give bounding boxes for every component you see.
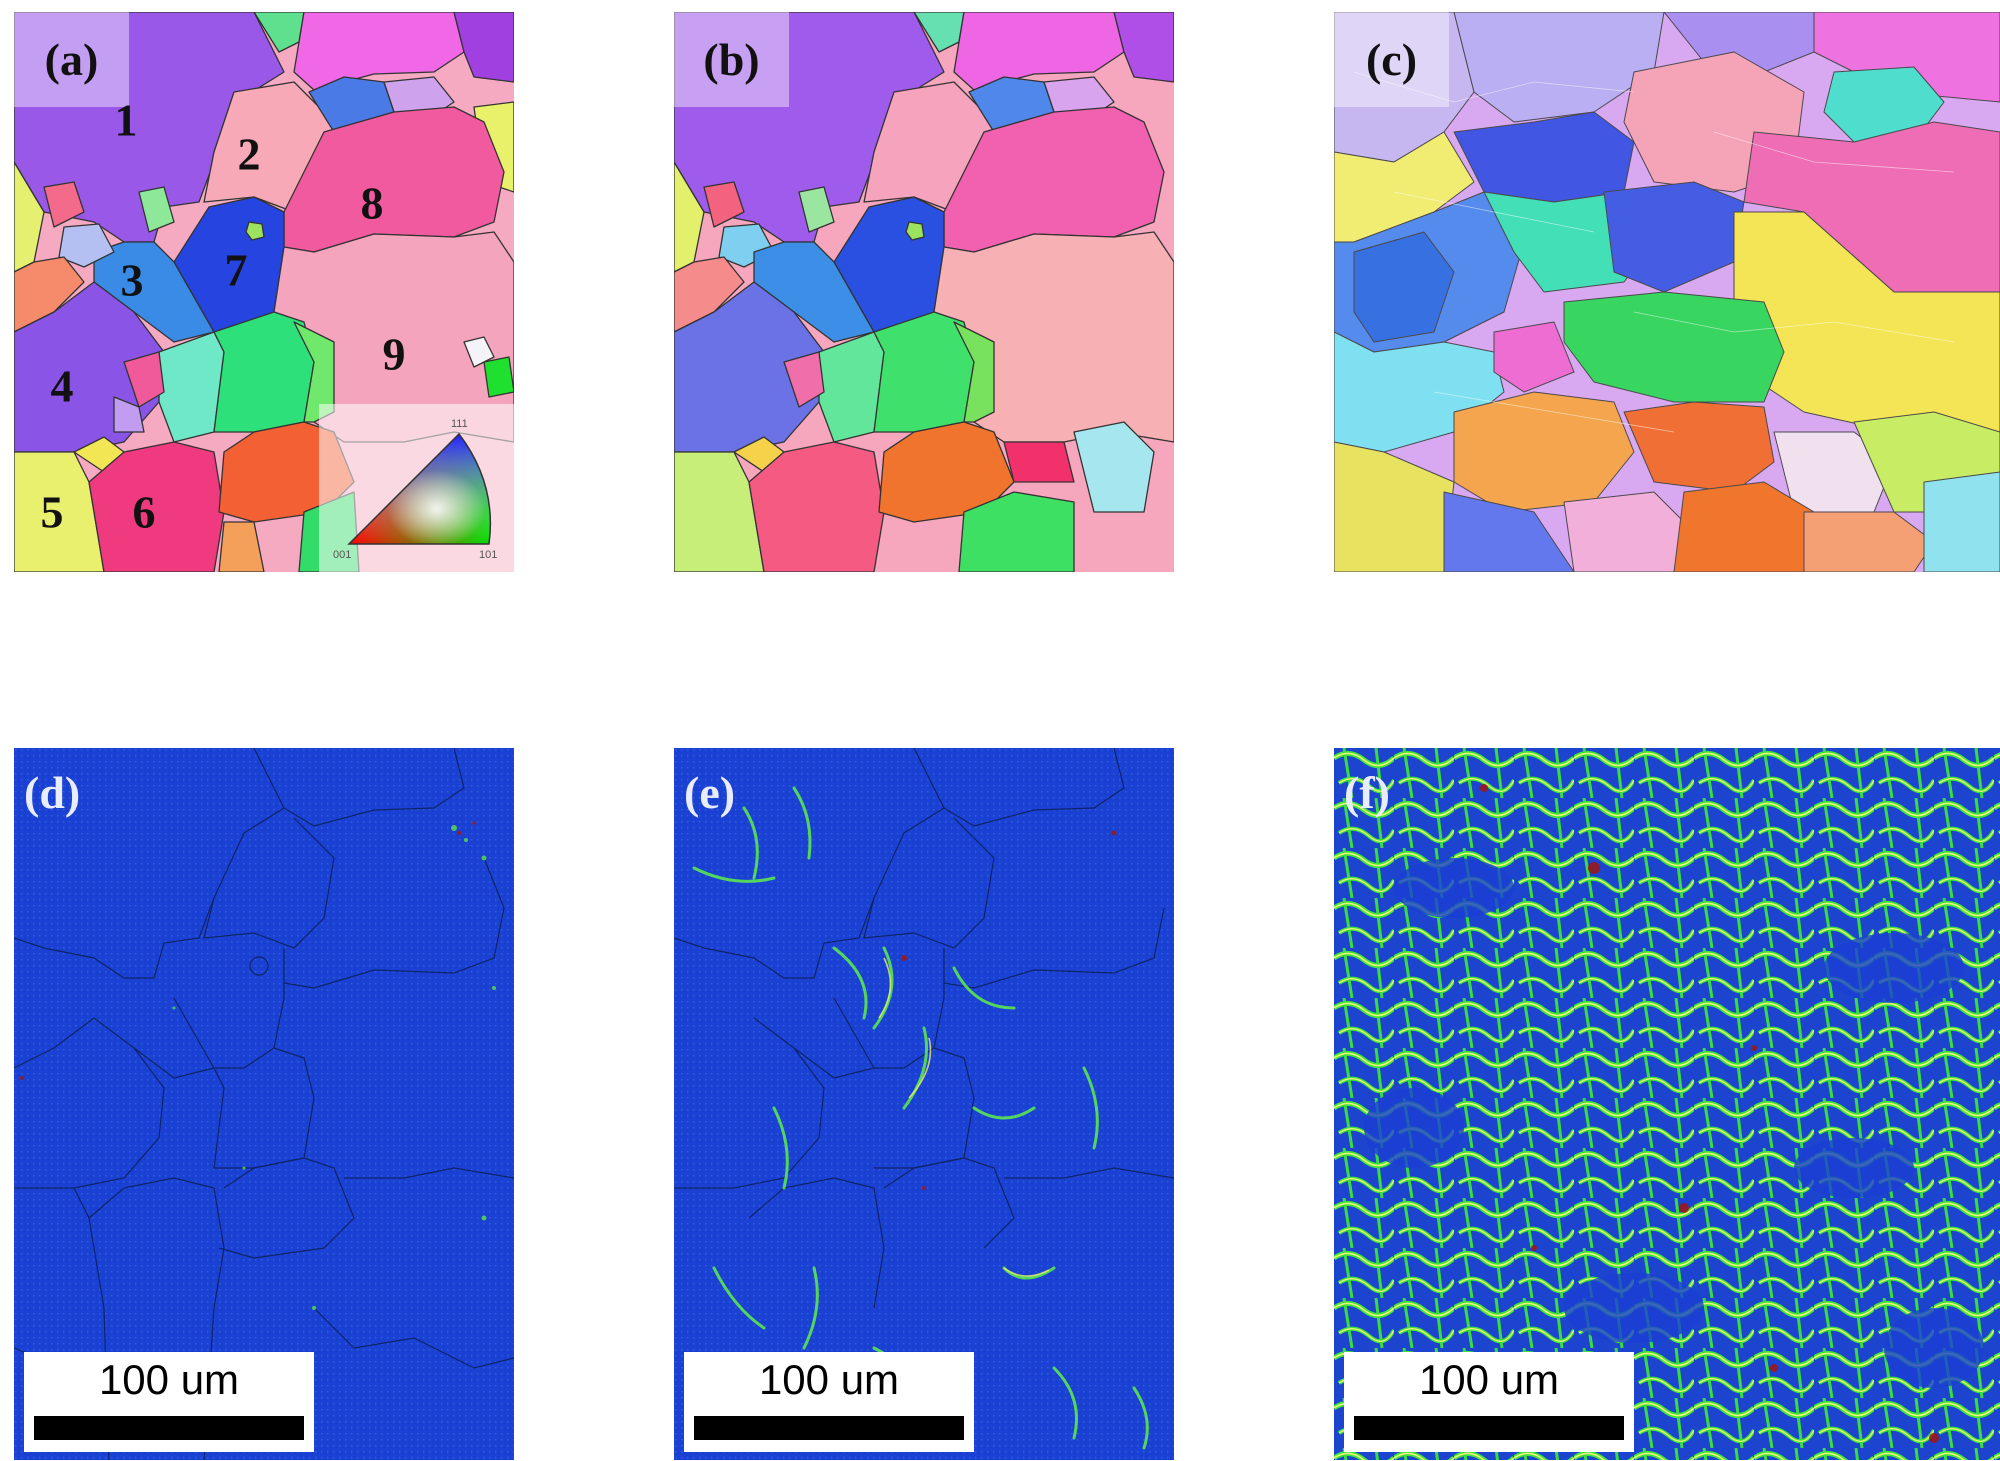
panel-a-ipf-map: (a) 1 2 3 4 5 6 7 8 9 xyxy=(14,12,514,572)
ipf-label-101: 101 xyxy=(479,549,498,561)
scale-bar-line xyxy=(34,1416,304,1440)
scale-bar: 100 um xyxy=(24,1352,314,1452)
ipf-triangle xyxy=(347,432,492,545)
ipf-map-a xyxy=(14,12,514,572)
grain-number-9: 9 xyxy=(382,328,406,380)
ipf-label-001: 001 xyxy=(333,549,352,561)
grain-top-purple xyxy=(453,12,514,83)
grain-number-7: 7 xyxy=(224,244,248,296)
panel-label: (b) xyxy=(674,12,789,107)
grain-left-lightblue xyxy=(58,223,115,268)
scale-bar-line xyxy=(694,1416,964,1440)
scale-bar-line xyxy=(1354,1416,1624,1440)
ipf-label-111: 111 xyxy=(451,418,468,430)
scale-bar: 100 um xyxy=(684,1352,974,1452)
kam-map-e xyxy=(674,748,1174,1460)
ipf-color-legend: 111 001 101 xyxy=(319,404,514,572)
grain-6 xyxy=(88,441,225,572)
grain-mint xyxy=(138,186,175,233)
grain-number-6: 6 xyxy=(132,486,156,538)
grain-number-8: 8 xyxy=(360,177,384,229)
panel-d-kam-map: (d) 100 um xyxy=(14,748,514,1460)
grain-number-3: 3 xyxy=(120,254,144,306)
kam-map-d xyxy=(14,748,514,1460)
panel-label: (a) xyxy=(14,12,129,107)
panel-label: (c) xyxy=(1334,12,1449,107)
kam-map-f xyxy=(1334,748,2000,1460)
panel-label: (d) xyxy=(24,767,81,818)
grain-right-white xyxy=(463,336,495,368)
grain-number-5: 5 xyxy=(40,486,64,538)
scale-bar-label: 100 um xyxy=(1418,1356,1560,1403)
scale-bar: 100 um xyxy=(1344,1352,1634,1452)
panel-label: (e) xyxy=(684,767,736,818)
grain-pink-small xyxy=(123,351,165,408)
panel-e-kam-map: (e) 100 um xyxy=(674,748,1174,1460)
grain-number-1: 1 xyxy=(114,94,138,146)
panel-b-ipf-map: (b) xyxy=(674,12,1174,572)
panel-f-kam-map: (f) 100 um xyxy=(1334,748,2000,1460)
grain-number-4: 4 xyxy=(50,360,74,412)
scale-bar-label: 100 um xyxy=(758,1356,900,1403)
scale-bar-label: 100 um xyxy=(98,1356,240,1403)
grain-bottom-orange xyxy=(218,521,265,572)
ipf-map-b xyxy=(674,12,1174,572)
grain-7-inclusion xyxy=(245,221,265,241)
grain-lavender-small xyxy=(113,396,145,433)
ipf-map-c xyxy=(1334,12,2000,572)
panel-c-ipf-map: (c) xyxy=(1334,12,2000,572)
grain-3 xyxy=(93,241,215,343)
panel-label: (f) xyxy=(1344,767,1390,818)
grain-number-2: 2 xyxy=(237,128,261,180)
grain-right-green xyxy=(483,356,514,398)
grain-left-orange xyxy=(14,256,85,333)
grain-left-pink xyxy=(43,181,85,228)
